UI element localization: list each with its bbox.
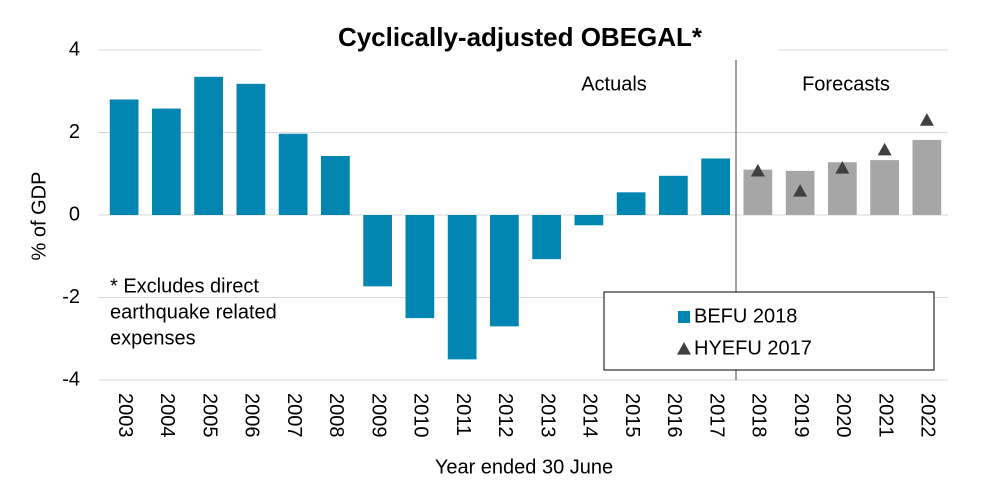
y-axis-label: % of GDP [28, 172, 50, 261]
x-tick-label: 2006 [241, 393, 263, 438]
bar [701, 158, 730, 215]
legend-swatch [677, 342, 691, 355]
bar [574, 215, 604, 226]
legend-box [603, 291, 935, 371]
bar [152, 108, 181, 215]
footnote: * Excludes direct [110, 275, 259, 297]
x-tick-label: 2012 [494, 393, 516, 438]
triangle-marker [835, 160, 850, 174]
x-axis-label: Year ended 30 June [435, 456, 613, 478]
x-tick-label: 2017 [705, 393, 727, 438]
legend-label: BEFU 2018 [694, 305, 797, 327]
bar [447, 215, 477, 360]
bar [236, 83, 266, 215]
x-tick-label: 2021 [874, 393, 896, 438]
bar [194, 76, 223, 215]
bar [912, 139, 942, 215]
x-tick-label: 2019 [790, 393, 812, 438]
x-tick-label: 2011 [452, 393, 474, 436]
bar [532, 215, 561, 260]
chart-title: Cyclically-adjusted OBEGAL* [338, 22, 703, 52]
bar [321, 156, 350, 215]
x-tick-label: 2010 [410, 393, 432, 438]
y-tick-label: 4 [69, 38, 80, 60]
x-tick-label: 2003 [114, 393, 136, 438]
legend-label: HYEFU 2017 [694, 337, 812, 359]
annotation: Forecasts [802, 73, 890, 95]
x-tick-label: 2009 [367, 393, 389, 438]
x-tick-label: 2008 [325, 393, 347, 438]
triangle-marker [750, 163, 765, 177]
bar [490, 215, 519, 327]
y-tick-label: -4 [62, 368, 80, 390]
legend: BEFU 2018 HYEFU 2017 [603, 291, 935, 371]
bar [870, 160, 899, 215]
x-tick-label: 2005 [198, 393, 220, 438]
bar [363, 215, 392, 287]
triangle-marker [793, 184, 808, 197]
triangle-marker [919, 113, 934, 126]
bar [109, 99, 139, 215]
bar [405, 215, 435, 319]
y-tick-label: 2 [69, 121, 80, 143]
x-tick-label: 2018 [748, 393, 770, 438]
title-background [262, 18, 778, 58]
x-tick-label: 2020 [832, 393, 854, 438]
annotation: Actuals [581, 73, 647, 95]
y-tick-label: 0 [69, 203, 80, 225]
footnote: earthquake related [110, 301, 277, 323]
footnote: expenses [110, 327, 196, 349]
x-tick-label: 2015 [621, 393, 643, 438]
x-tick-label: 2014 [579, 393, 601, 438]
triangle-marker [877, 142, 892, 156]
bar [616, 192, 646, 215]
x-tick-label: 2022 [917, 393, 939, 438]
legend-swatch [678, 311, 690, 323]
x-tick-label: 2013 [536, 393, 558, 438]
bar [743, 169, 773, 215]
bar [659, 175, 688, 215]
x-tick-label: 2007 [283, 393, 305, 438]
x-tick-label: 2004 [156, 393, 178, 438]
bar [278, 133, 308, 215]
x-tick-label: 2016 [663, 393, 685, 438]
y-tick-label: -2 [62, 286, 80, 308]
